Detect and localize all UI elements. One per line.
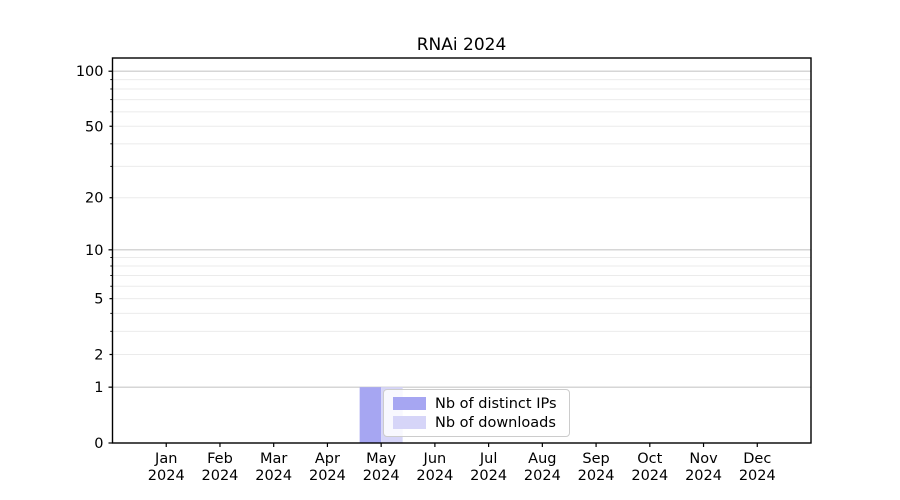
x-tick-label-year: 2024 (685, 468, 722, 484)
bar-nb-of-distinct-ips (359, 387, 382, 443)
legend-swatch-downloads (393, 416, 426, 429)
x-tick-label-month: Jan (154, 451, 177, 467)
x-tick-label-month: Nov (689, 451, 718, 467)
y-tick-label: 10 (85, 243, 103, 259)
legend-entry-distinct-ips: Nb of distinct IPs (393, 396, 557, 412)
axes-border (111, 57, 812, 444)
x-tick-label-year: 2024 (363, 468, 400, 484)
y-tick-label: 2 (94, 347, 103, 363)
x-tick-label-month: May (366, 451, 396, 467)
x-tick-label-month: Jul (479, 451, 498, 467)
x-tick-label-year: 2024 (416, 468, 453, 484)
x-tick-label-month: Aug (528, 451, 556, 467)
x-tick-label-month: Apr (315, 451, 340, 467)
y-tick-label: 1 (94, 380, 103, 396)
x-tick-label-year: 2024 (202, 468, 239, 484)
x-tick-label-month: Sep (582, 451, 609, 467)
x-tick-label-year: 2024 (255, 468, 292, 484)
x-tick-label-month: Dec (743, 451, 771, 467)
legend-label-downloads: Nb of downloads (435, 414, 556, 431)
x-tick-label-year: 2024 (578, 468, 615, 484)
y-tick-label: 100 (76, 64, 104, 80)
x-tick-label-year: 2024 (739, 468, 776, 484)
x-tick-label-year: 2024 (309, 468, 346, 484)
y-tick-label: 0 (94, 436, 103, 452)
x-tick-label-month: Oct (637, 451, 662, 467)
x-tick-label-year: 2024 (524, 468, 561, 484)
x-tick-label-month: Jun (423, 451, 447, 467)
x-tick-label-month: Mar (260, 451, 287, 467)
y-tick-label: 5 (94, 292, 103, 308)
y-tick-label: 20 (85, 191, 103, 207)
chart-title: RNAi 2024 (416, 35, 507, 55)
legend-entry-downloads: Nb of downloads (393, 415, 557, 431)
y-tick-label: 50 (85, 119, 103, 135)
x-tick-label-year: 2024 (631, 468, 668, 484)
legend: Nb of distinct IPs Nb of downloads (383, 389, 570, 437)
x-tick-label-year: 2024 (148, 468, 185, 484)
x-tick-label-month: Feb (207, 451, 233, 467)
legend-swatch-distinct-ips (393, 397, 426, 410)
legend-label-distinct-ips: Nb of distinct IPs (435, 395, 557, 412)
x-tick-label-year: 2024 (470, 468, 507, 484)
